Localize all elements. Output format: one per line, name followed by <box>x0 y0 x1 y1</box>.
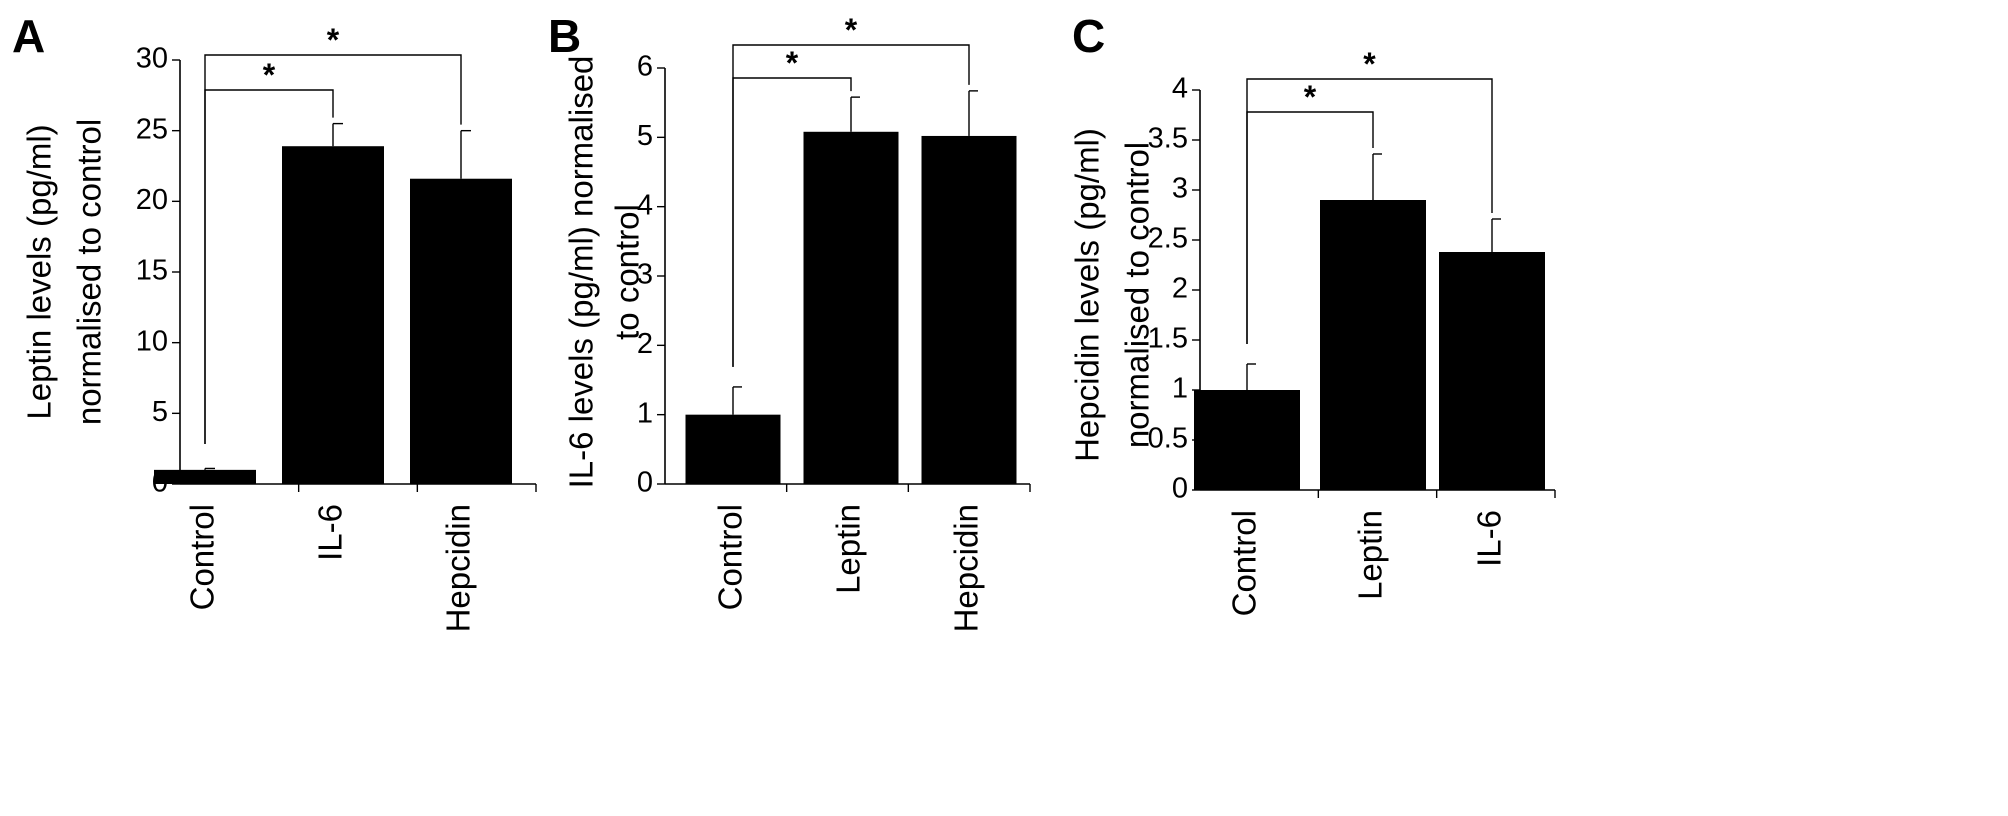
panel-c-letter: C <box>1072 10 1105 62</box>
panel-c-ytick-label: 1.5 <box>1148 323 1188 355</box>
panel-a-letter: A <box>12 10 45 62</box>
panel-c-ytick-label: 3.5 <box>1148 123 1188 155</box>
panel-c-category-label: Leptin <box>1352 510 1389 600</box>
panel-c-ylabel-line-1: Hepcidin levels (pg/ml) <box>1069 128 1106 462</box>
panel-a-ytick-label: 15 <box>136 255 168 287</box>
panel-a-bar-hepcidin <box>410 178 512 484</box>
panel-c-bar-control <box>1194 390 1300 490</box>
panel-a-bar-control <box>154 469 256 484</box>
panel-b-category-label: Control <box>712 504 749 610</box>
panel-c-ytick-label: 0.5 <box>1148 423 1188 455</box>
panel-b-bar-control <box>685 414 781 484</box>
panel-a-ytick-label: 20 <box>136 184 168 216</box>
panel-b-ytick-label: 5 <box>637 120 653 152</box>
panel-b-category-label: Hepcidin <box>948 504 985 632</box>
panel-a-category-label: IL-6 <box>312 504 349 561</box>
panel-b-category-label: Leptin <box>830 504 867 594</box>
panel-a-category-label: Control <box>184 504 221 610</box>
panel-c-ylabel-line-2: normalised to control <box>1119 142 1156 448</box>
panel-a-ytick-label: 10 <box>136 325 168 357</box>
panel-b-ytick-label: 3 <box>637 259 653 291</box>
panel-b-letter: B <box>548 10 581 62</box>
panel-c-category-label: Control <box>1226 510 1263 616</box>
panel-b-ytick-label: 4 <box>637 189 653 221</box>
panel-a-ytick-label: 5 <box>152 396 168 428</box>
panel-a-significance-star: * <box>263 57 276 93</box>
panel-b-ytick-label: 6 <box>637 51 653 83</box>
panel-b-significance-bracket <box>732 44 970 367</box>
panel-b-bar-leptin <box>803 131 899 484</box>
panel-b-ytick-label: 2 <box>637 328 653 360</box>
panel-b-ylabel-line-1: IL-6 levels (pg/ml) normalised <box>563 56 600 489</box>
panel-b-bar-hepcidin <box>921 135 1017 485</box>
panel-c-ytick-label: 4 <box>1172 73 1188 105</box>
panel-c-bar-leptin <box>1320 200 1426 490</box>
panel-a-ylabel-line-1: Leptin levels (pg/ml) <box>21 124 58 419</box>
panel-a-significance-bracket <box>204 54 462 444</box>
panel-b-significance-star: * <box>786 45 799 81</box>
panel-a-ytick-label: 30 <box>136 43 168 75</box>
panel-c-significance-star: * <box>1363 46 1376 82</box>
panel-a-bar-il-6 <box>282 146 384 485</box>
panel-b-ylabel-line-2: to control <box>609 204 646 340</box>
panel-c-significance-bracket <box>1246 78 1493 344</box>
panel-a-ylabel-line-2: normalised to control <box>71 119 108 425</box>
panel-c-ytick-label: 2 <box>1172 273 1188 305</box>
panel-a-ytick-label: 25 <box>136 113 168 145</box>
panel-c-bar-il-6 <box>1439 252 1545 490</box>
panel-a-category-label: Hepcidin <box>440 504 477 632</box>
panel-b-ytick-label: 1 <box>637 397 653 429</box>
panel-c-category-label: IL-6 <box>1471 510 1508 567</box>
panel-c-significance-star: * <box>1304 79 1317 115</box>
panel-b-ytick-label: 0 <box>637 467 653 499</box>
panel-c-ytick-label: 0 <box>1172 473 1188 505</box>
panel-a-significance-star: * <box>327 22 340 58</box>
panel-c-ytick-label: 3 <box>1172 173 1188 205</box>
panel-c-ytick-label: 2.5 <box>1148 223 1188 255</box>
panel-b-significance-star: * <box>845 12 858 48</box>
panel-c-ytick-label: 1 <box>1172 373 1188 405</box>
